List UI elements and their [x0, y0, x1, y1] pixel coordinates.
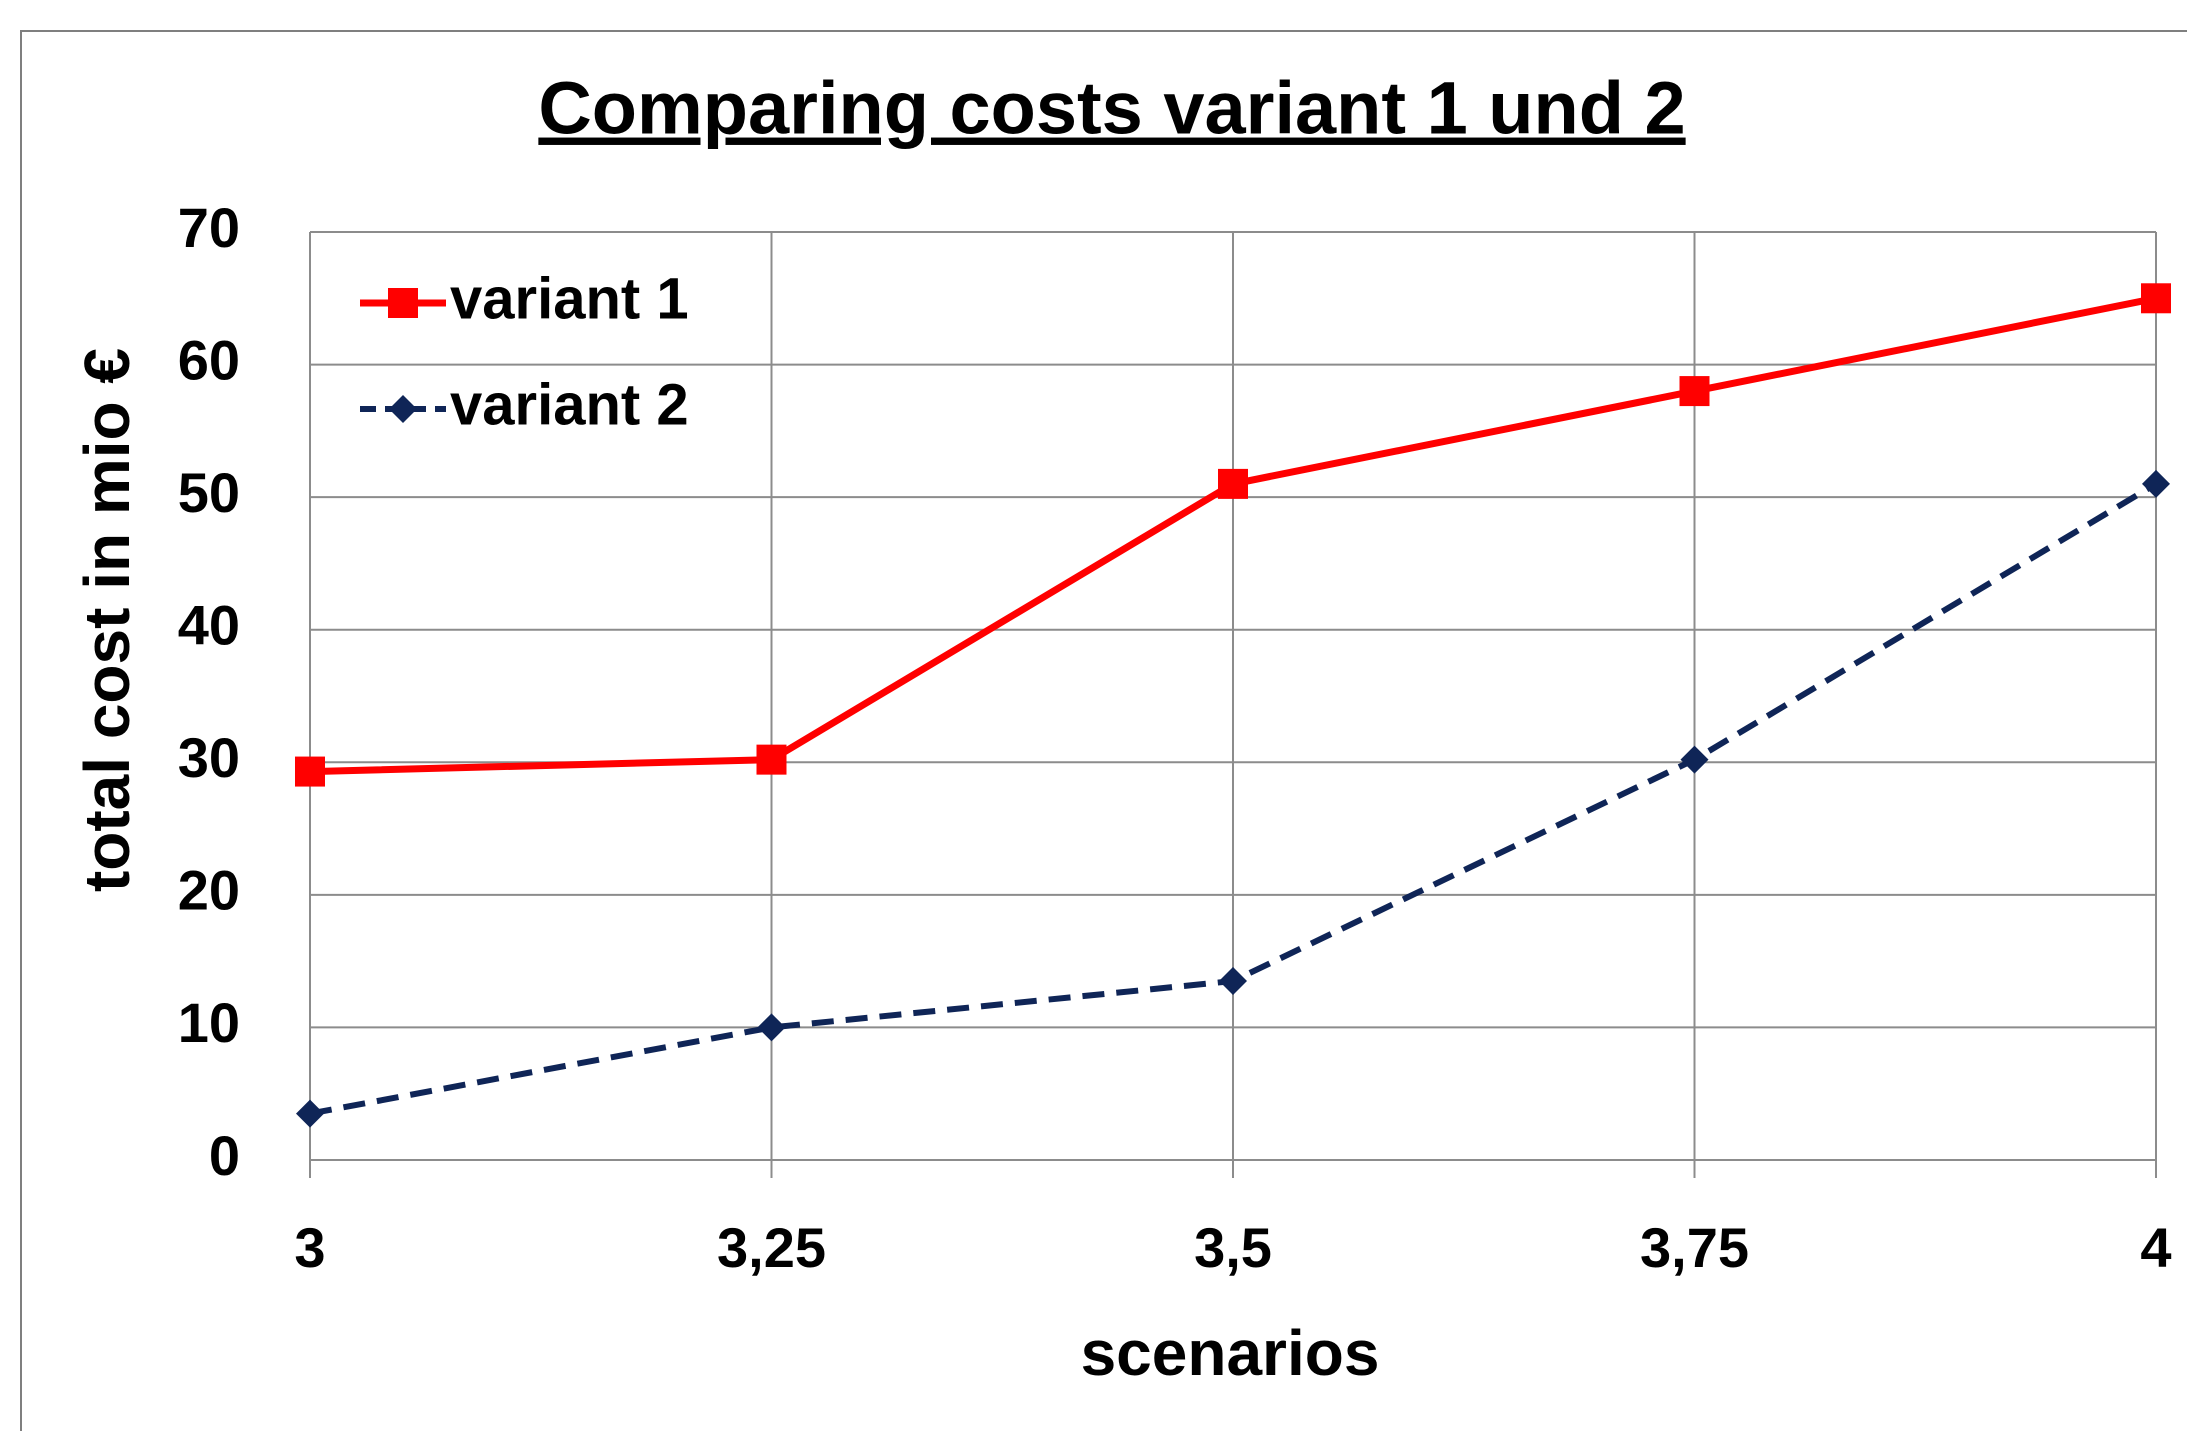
y-tick-label: 60	[178, 328, 240, 391]
legend-marker	[388, 288, 418, 318]
data-point	[1219, 967, 1247, 996]
data-point	[1218, 468, 1248, 499]
data-point	[1679, 376, 1710, 407]
x-tick-label: 3,75	[1640, 1216, 1749, 1279]
data-point	[2142, 469, 2170, 498]
data-point	[756, 744, 787, 775]
legend-label: variant 1	[450, 266, 689, 331]
y-tick-label: 40	[178, 594, 240, 657]
y-tick-label: 30	[178, 726, 240, 789]
data-point	[757, 1013, 786, 1042]
y-tick-label: 70	[178, 196, 240, 259]
data-point	[295, 756, 325, 787]
legend-marker	[389, 395, 417, 423]
chart-border	[20, 30, 2187, 1431]
x-tick-label: 3,25	[717, 1216, 826, 1279]
x-axis-label: scenarios	[1081, 1317, 1380, 1389]
y-tick-label: 20	[178, 859, 240, 922]
y-tick-label: 10	[178, 991, 240, 1054]
y-tick-label: 0	[209, 1124, 240, 1187]
y-axis-label: total cost in mio €	[71, 348, 143, 892]
data-point	[1680, 745, 1709, 774]
chart-title: Comparing costs variant 1 und 2	[538, 67, 1685, 150]
x-tick-label: 4	[2140, 1216, 2171, 1279]
x-tick-label: 3	[294, 1216, 325, 1279]
data-point	[296, 1099, 324, 1128]
legend-label: variant 2	[450, 372, 689, 437]
data-point	[2141, 283, 2171, 314]
x-tick-label: 3,5	[1194, 1216, 1272, 1279]
y-tick-label: 50	[178, 461, 240, 524]
